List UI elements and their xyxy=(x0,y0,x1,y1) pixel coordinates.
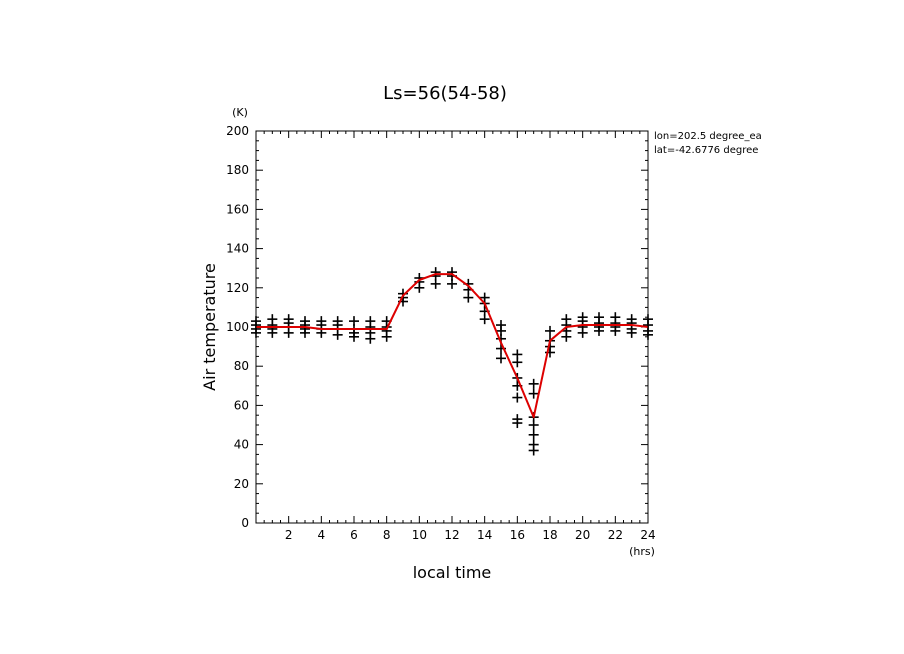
mean-series-line xyxy=(256,273,649,419)
x-axis-unit: (hrs) xyxy=(629,545,655,558)
sample-point xyxy=(626,314,637,325)
x-tick-label: 22 xyxy=(608,528,623,542)
sample-point xyxy=(349,316,359,327)
y-tick-label: 20 xyxy=(234,477,249,491)
sample-point xyxy=(512,392,523,403)
sample-point xyxy=(300,316,310,327)
y-tick-label: 100 xyxy=(226,320,249,334)
sample-point xyxy=(332,316,343,327)
sample-point xyxy=(479,292,490,303)
x-tick-label: 6 xyxy=(350,528,358,542)
mean-line-layer xyxy=(256,273,649,419)
x-tick-label: 18 xyxy=(542,528,557,542)
sample-point xyxy=(528,439,539,450)
sample-point xyxy=(594,312,604,323)
y-tick-label: 40 xyxy=(234,438,249,452)
x-tick-label: 10 xyxy=(412,528,427,542)
x-tick-label: 12 xyxy=(444,528,459,542)
sample-point xyxy=(528,388,539,399)
y-axis-label: Air temperature xyxy=(200,263,219,391)
sample-point xyxy=(577,312,588,323)
sample-point xyxy=(512,349,523,360)
sample-point xyxy=(283,314,294,325)
y-axis-unit: (K) xyxy=(232,106,248,119)
x-tick-label: 16 xyxy=(510,528,525,542)
y-tick-label: 120 xyxy=(226,281,249,295)
sample-point xyxy=(610,312,621,323)
x-axis-label: local time xyxy=(413,563,492,582)
y-tick-label: 60 xyxy=(234,398,249,412)
x-tick-label: 14 xyxy=(477,528,492,542)
y-tick-label: 140 xyxy=(226,242,249,256)
annotation-longitude: lon=202.5 degree_ea xyxy=(654,131,762,142)
x-tick-label: 2 xyxy=(285,528,293,542)
plot-frame xyxy=(255,130,649,524)
sample-point xyxy=(545,325,555,336)
y-tick-label: 200 xyxy=(226,124,249,138)
chart-title: Ls=56(54-58) xyxy=(383,83,507,104)
y-tick-label: 180 xyxy=(226,163,249,177)
x-tick-label: 20 xyxy=(575,528,590,542)
y-tick-label: 80 xyxy=(234,359,249,373)
sample-point xyxy=(496,320,506,331)
sample-point xyxy=(512,414,523,425)
sample-point xyxy=(447,267,457,278)
y-tick-label: 160 xyxy=(226,202,249,216)
sample-markers xyxy=(251,267,653,456)
sample-point xyxy=(430,267,441,278)
sample-point xyxy=(496,353,506,364)
sample-point xyxy=(528,429,539,440)
sample-point xyxy=(316,316,327,327)
sample-point xyxy=(267,314,278,325)
x-tick-label: 24 xyxy=(640,528,655,542)
sample-point xyxy=(365,316,376,327)
x-tick-label: 8 xyxy=(383,528,391,542)
annotation-latitude: lat=-42.6776 degree xyxy=(654,145,758,156)
sample-point xyxy=(528,378,539,389)
y-tick-label: 0 xyxy=(241,516,249,530)
sample-point xyxy=(561,314,572,325)
x-tick-label: 4 xyxy=(318,528,326,542)
